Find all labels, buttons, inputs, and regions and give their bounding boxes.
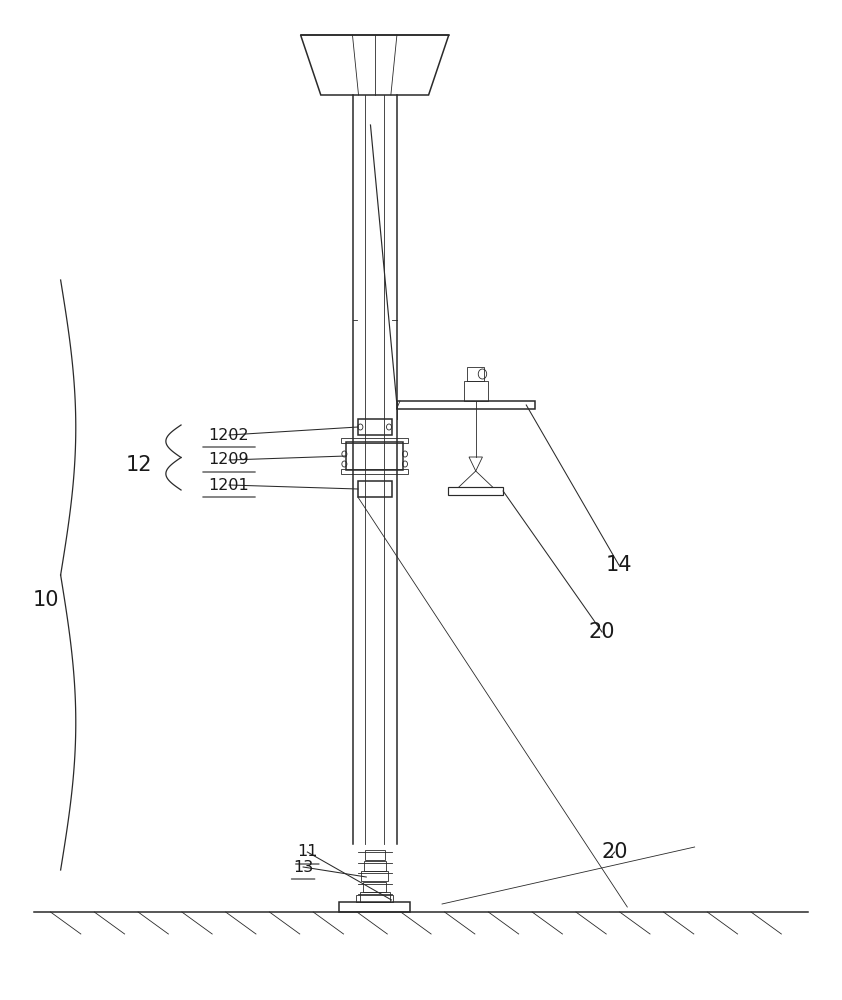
Bar <box>467 367 484 381</box>
Bar <box>464 381 488 401</box>
Bar <box>397 401 535 409</box>
Bar <box>346 442 403 470</box>
Bar <box>364 861 386 871</box>
Text: 20: 20 <box>589 622 616 642</box>
Bar <box>363 882 386 892</box>
Text: 11: 11 <box>297 844 317 859</box>
Bar <box>448 487 503 495</box>
Text: 13: 13 <box>293 859 313 874</box>
Bar <box>341 469 408 474</box>
Text: 20: 20 <box>601 842 628 862</box>
Bar <box>358 419 392 435</box>
Bar <box>361 871 388 881</box>
Text: 1201: 1201 <box>209 478 249 492</box>
Bar <box>358 481 392 497</box>
Text: 12: 12 <box>125 455 152 475</box>
Text: 1202: 1202 <box>209 428 249 442</box>
Bar <box>356 895 393 902</box>
Text: 1209: 1209 <box>209 452 249 468</box>
Bar <box>365 850 385 860</box>
Text: 14: 14 <box>605 555 632 575</box>
Text: 10: 10 <box>33 590 60 610</box>
Bar <box>360 892 390 902</box>
Bar <box>341 438 408 443</box>
Bar <box>339 902 411 912</box>
